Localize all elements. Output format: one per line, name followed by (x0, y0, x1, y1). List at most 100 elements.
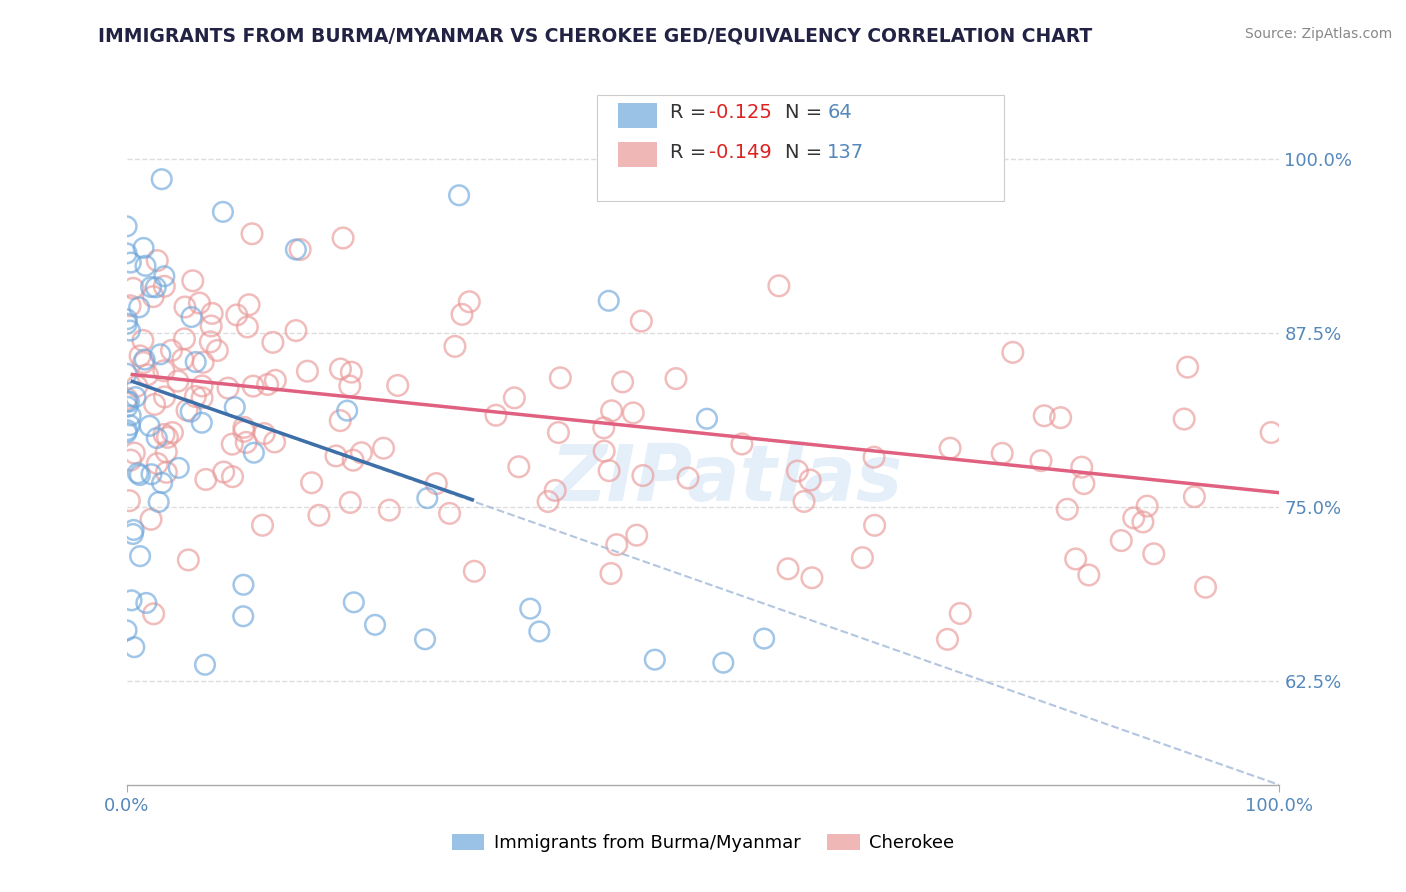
Cherokee (297, 364, 319, 378)
Cherokee (160, 343, 183, 358)
Immigrants from Burma/Myanmar (752, 632, 775, 646)
Cherokee (191, 355, 214, 369)
Cherokee (115, 392, 138, 406)
Cherokee (339, 495, 361, 509)
Immigrants from Burma/Myanmar (529, 624, 551, 639)
Text: 64: 64 (827, 103, 852, 121)
Cherokee (212, 465, 235, 479)
Cherokee (485, 409, 508, 423)
Cherokee (174, 300, 197, 314)
Cherokee (665, 371, 688, 385)
Cherokee (132, 334, 155, 348)
Cherokee (991, 446, 1014, 460)
Cherokee (118, 493, 141, 508)
Cherokee (233, 420, 256, 434)
Cherokee (544, 483, 567, 498)
Cherokee (235, 435, 257, 450)
Cherokee (939, 441, 962, 455)
Cherokee (122, 281, 145, 295)
Immigrants from Burma/Myanmar (598, 293, 620, 308)
Immigrants from Burma/Myanmar (224, 400, 246, 414)
Immigrants from Burma/Myanmar (115, 246, 138, 260)
Cherokee (1109, 533, 1132, 548)
Cherokee (626, 528, 648, 542)
Cherokee (194, 473, 217, 487)
Cherokee (153, 364, 176, 378)
Cherokee (132, 356, 155, 370)
Cherokee (799, 473, 821, 487)
Cherokee (142, 290, 165, 304)
Cherokee (630, 314, 652, 328)
Immigrants from Burma/Myanmar (121, 593, 143, 607)
Immigrants from Burma/Myanmar (212, 205, 235, 219)
Text: -0.125: -0.125 (709, 103, 772, 121)
Immigrants from Burma/Myanmar (644, 653, 666, 667)
Cherokee (288, 243, 311, 257)
Cherokee (342, 453, 364, 467)
Cherokee (284, 324, 307, 338)
Immigrants from Burma/Myanmar (194, 657, 217, 672)
Cherokee (547, 425, 569, 440)
Cherokee (263, 434, 285, 449)
Cherokee (191, 391, 214, 405)
Immigrants from Burma/Myanmar (118, 394, 141, 409)
Cherokee (184, 389, 207, 403)
Cherokee (768, 278, 790, 293)
Immigrants from Burma/Myanmar (243, 446, 266, 460)
Immigrants from Burma/Myanmar (115, 367, 138, 381)
Cherokee (1136, 499, 1159, 513)
Immigrants from Burma/Myanmar (146, 431, 169, 445)
Cherokee (378, 503, 401, 517)
Cherokee (793, 494, 815, 508)
Cherokee (146, 253, 169, 268)
Cherokee (200, 318, 222, 333)
Cherokee (631, 468, 654, 483)
Immigrants from Burma/Myanmar (115, 394, 138, 409)
Immigrants from Burma/Myanmar (150, 172, 173, 186)
Cherokee (1033, 409, 1056, 423)
Cherokee (217, 381, 239, 395)
Cherokee (153, 427, 176, 442)
Cherokee (242, 379, 264, 393)
Immigrants from Burma/Myanmar (118, 324, 141, 338)
Cherokee (162, 425, 184, 440)
Cherokee (439, 507, 461, 521)
Immigrants from Burma/Myanmar (148, 495, 170, 509)
Immigrants from Burma/Myanmar (122, 523, 145, 537)
Cherokee (851, 550, 873, 565)
Cherokee (129, 349, 152, 363)
Immigrants from Burma/Myanmar (519, 601, 541, 615)
Cherokee (503, 391, 526, 405)
Immigrants from Burma/Myanmar (696, 411, 718, 425)
Immigrants from Burma/Myanmar (122, 527, 145, 541)
Immigrants from Burma/Myanmar (115, 624, 138, 638)
Cherokee (863, 518, 886, 533)
Immigrants from Burma/Myanmar (118, 418, 141, 433)
Immigrants from Burma/Myanmar (132, 241, 155, 255)
Cherokee (1182, 490, 1205, 504)
Cherokee (1077, 568, 1099, 582)
Cherokee (350, 446, 373, 460)
Cherokee (146, 457, 169, 471)
Cherokee (155, 466, 177, 480)
Immigrants from Burma/Myanmar (153, 269, 176, 284)
Cherokee (181, 274, 204, 288)
Cherokee (1064, 552, 1087, 566)
Cherokee (600, 404, 623, 418)
Cherokee (776, 562, 799, 576)
Immigrants from Burma/Myanmar (122, 640, 145, 655)
Cherokee (786, 464, 808, 478)
Cherokee (253, 426, 276, 441)
Cherokee (225, 308, 247, 322)
Cherokee (1001, 345, 1024, 359)
Cherokee (124, 446, 146, 460)
Immigrants from Burma/Myanmar (711, 656, 734, 670)
Text: -0.149: -0.149 (709, 143, 772, 161)
Immigrants from Burma/Myanmar (336, 403, 359, 417)
Immigrants from Burma/Myanmar (284, 243, 307, 257)
Immigrants from Burma/Myanmar (232, 578, 254, 592)
Immigrants from Burma/Myanmar (149, 347, 172, 361)
Cherokee (1070, 460, 1092, 475)
Legend: Immigrants from Burma/Myanmar, Cherokee: Immigrants from Burma/Myanmar, Cherokee (444, 827, 962, 859)
Cherokee (153, 390, 176, 404)
